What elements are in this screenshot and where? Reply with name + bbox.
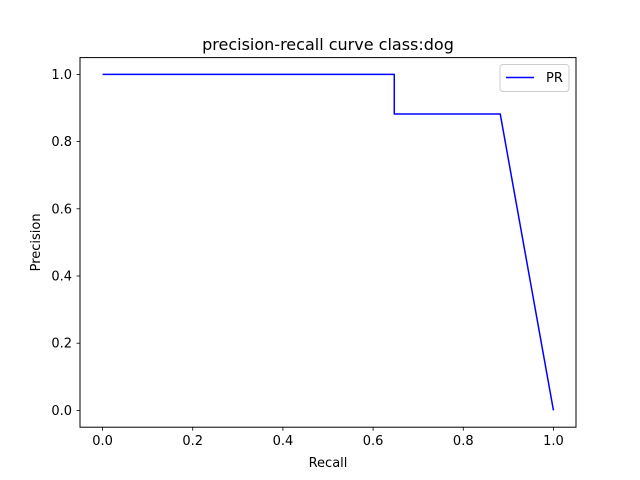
- legend-label: PR: [546, 71, 563, 86]
- x-tick-label: 0.0: [92, 434, 113, 449]
- x-tick-label: 0.8: [453, 434, 474, 449]
- x-tick-label: 0.6: [363, 434, 384, 449]
- y-tick-label: 0.2: [51, 337, 72, 352]
- y-tick-label: 0.0: [51, 404, 72, 419]
- y-axis-label: Precision: [29, 213, 44, 271]
- x-axis-label: Recall: [309, 456, 348, 471]
- x-tick-label: 0.4: [273, 434, 294, 449]
- chart-title: precision-recall curve class:dog: [202, 35, 454, 54]
- legend-box: [499, 64, 570, 92]
- series-line-pr: [102, 73, 555, 411]
- x-tick-label: 1.0: [543, 434, 564, 449]
- y-tick-label: 0.4: [51, 270, 72, 285]
- y-tick-label: 0.6: [51, 202, 72, 217]
- x-tick-label: 0.2: [182, 434, 203, 449]
- x-axis-ticks: 0.0 0.2 0.4 0.6 0.8 1.0: [92, 427, 564, 449]
- y-axis-ticks: 0.0 0.2 0.4 0.6 0.8 1.0: [51, 68, 80, 419]
- series-layer: [102, 73, 555, 411]
- legend: PR: [499, 64, 570, 92]
- y-tick-label: 0.8: [51, 135, 72, 150]
- plot-area-frame: [79, 57, 577, 428]
- y-tick-label: 1.0: [51, 68, 72, 83]
